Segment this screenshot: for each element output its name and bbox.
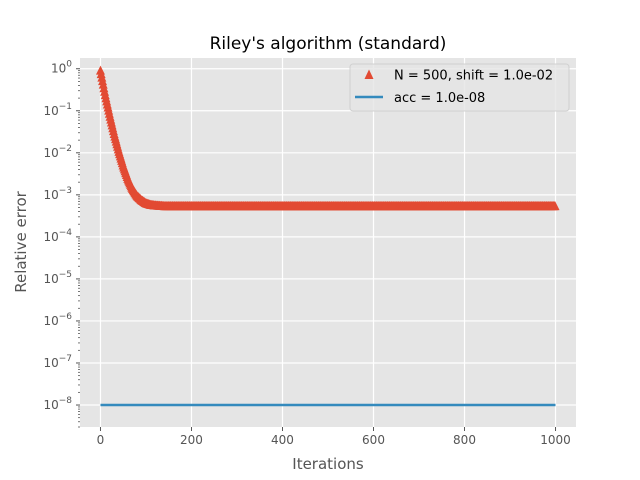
legend-marker-triangle-icon [364, 69, 374, 79]
x-tick-label: 1000 [540, 433, 571, 447]
x-tick-label: 0 [97, 433, 105, 447]
x-tick-label: 400 [271, 433, 294, 447]
x-axis-label: Iterations [292, 455, 364, 473]
y-tick-label: 10−8 [43, 396, 72, 412]
grid [80, 58, 576, 427]
plot-area [80, 58, 576, 427]
chart-title: Riley's algorithm (standard) [210, 34, 447, 54]
legend-label-error: N = 500, shift = 1.0e-02 [394, 69, 553, 84]
y-tick-label: 10−1 [43, 102, 72, 118]
x-tick-label: 200 [180, 433, 203, 447]
series-layer [95, 65, 560, 407]
legend-label-acc: acc = 1.0e-08 [394, 91, 485, 106]
y-tick-label: 10−4 [43, 228, 72, 244]
y-axis-label: Relative error [12, 190, 30, 292]
x-tick-label: 800 [453, 433, 476, 447]
legend-box [349, 63, 570, 112]
legend: N = 500, shift = 1.0e-02 acc = 1.0e-08 [349, 63, 570, 112]
y-tick-label: 10−3 [43, 186, 72, 202]
y-tick-label: 100 [51, 60, 72, 76]
y-ticks: 100 10−1 10−2 10−3 10−4 10−5 10−6 10−7 10−8 [43, 60, 80, 428]
y-tick-label: 10−5 [43, 270, 72, 286]
x-tick-label: 600 [362, 433, 385, 447]
y-tick-label: 10−2 [43, 144, 72, 160]
error-marker [550, 201, 560, 211]
series-error-markers [95, 65, 560, 211]
y-tick-label: 10−6 [43, 312, 72, 328]
y-tick-label: 10−7 [43, 354, 72, 370]
x-ticks: 0 200 400 600 800 1000 [97, 427, 571, 447]
